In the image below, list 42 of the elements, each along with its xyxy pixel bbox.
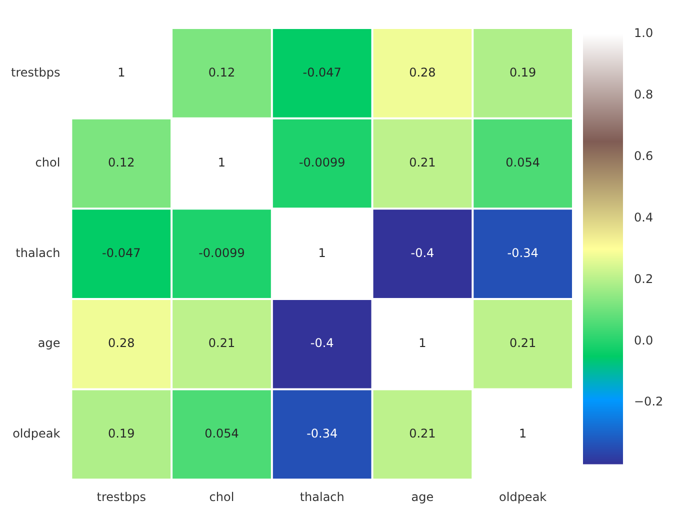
data-label: -0.34	[507, 246, 538, 260]
data-label: 0.21	[409, 426, 436, 441]
y-tick-label: oldpeak	[12, 426, 60, 441]
color-bar-label: 0.8	[634, 88, 654, 102]
data-label: 0.12	[108, 156, 135, 170]
x-tick-label: oldpeak	[499, 490, 547, 504]
color-bar-label: 1.0	[634, 26, 654, 40]
data-label: 0.21	[509, 336, 536, 350]
data-label: -0.4	[410, 246, 434, 260]
y-tick-label: chol	[35, 156, 60, 170]
x-tick-label: age	[411, 490, 434, 504]
data-label: -0.0099	[198, 246, 245, 260]
y-tick-label: trestbps	[11, 65, 60, 80]
data-label: 0.19	[108, 426, 135, 441]
data-label: 1	[418, 336, 426, 350]
data-label: 1	[318, 246, 326, 260]
color-bar-label: 0.4	[634, 210, 654, 224]
data-label: 1	[118, 65, 126, 80]
x-tick-label: trestbps	[96, 490, 146, 504]
data-label: -0.047	[302, 65, 342, 80]
color-bar-label: −0.2	[634, 394, 664, 409]
y-tick-label: age	[38, 336, 60, 350]
data-label: -0.4	[310, 336, 334, 350]
data-label: 0.054	[506, 156, 540, 170]
x-tick-label: thalach	[300, 490, 344, 504]
data-label: 0.12	[208, 65, 236, 80]
x-tick-label: chol	[209, 490, 234, 504]
data-label: -0.0099	[298, 156, 346, 170]
data-label: -0.34	[306, 426, 338, 441]
color-bar-label: 0.2	[634, 272, 654, 286]
y-tick-label: thalach	[16, 246, 60, 260]
data-label: 0.21	[208, 336, 236, 350]
data-label: 0.28	[409, 65, 436, 80]
data-label: 0.054	[204, 426, 239, 441]
color-bar-label: 0.6	[634, 148, 654, 163]
color-bar-label: 0.0	[634, 333, 654, 348]
data-label: 1	[519, 426, 527, 441]
data-label: 1	[218, 156, 226, 170]
data-label: 0.19	[509, 65, 536, 80]
data-label: -0.047	[102, 246, 141, 260]
data-label: 0.21	[409, 156, 436, 170]
data-label: 0.28	[108, 336, 135, 350]
